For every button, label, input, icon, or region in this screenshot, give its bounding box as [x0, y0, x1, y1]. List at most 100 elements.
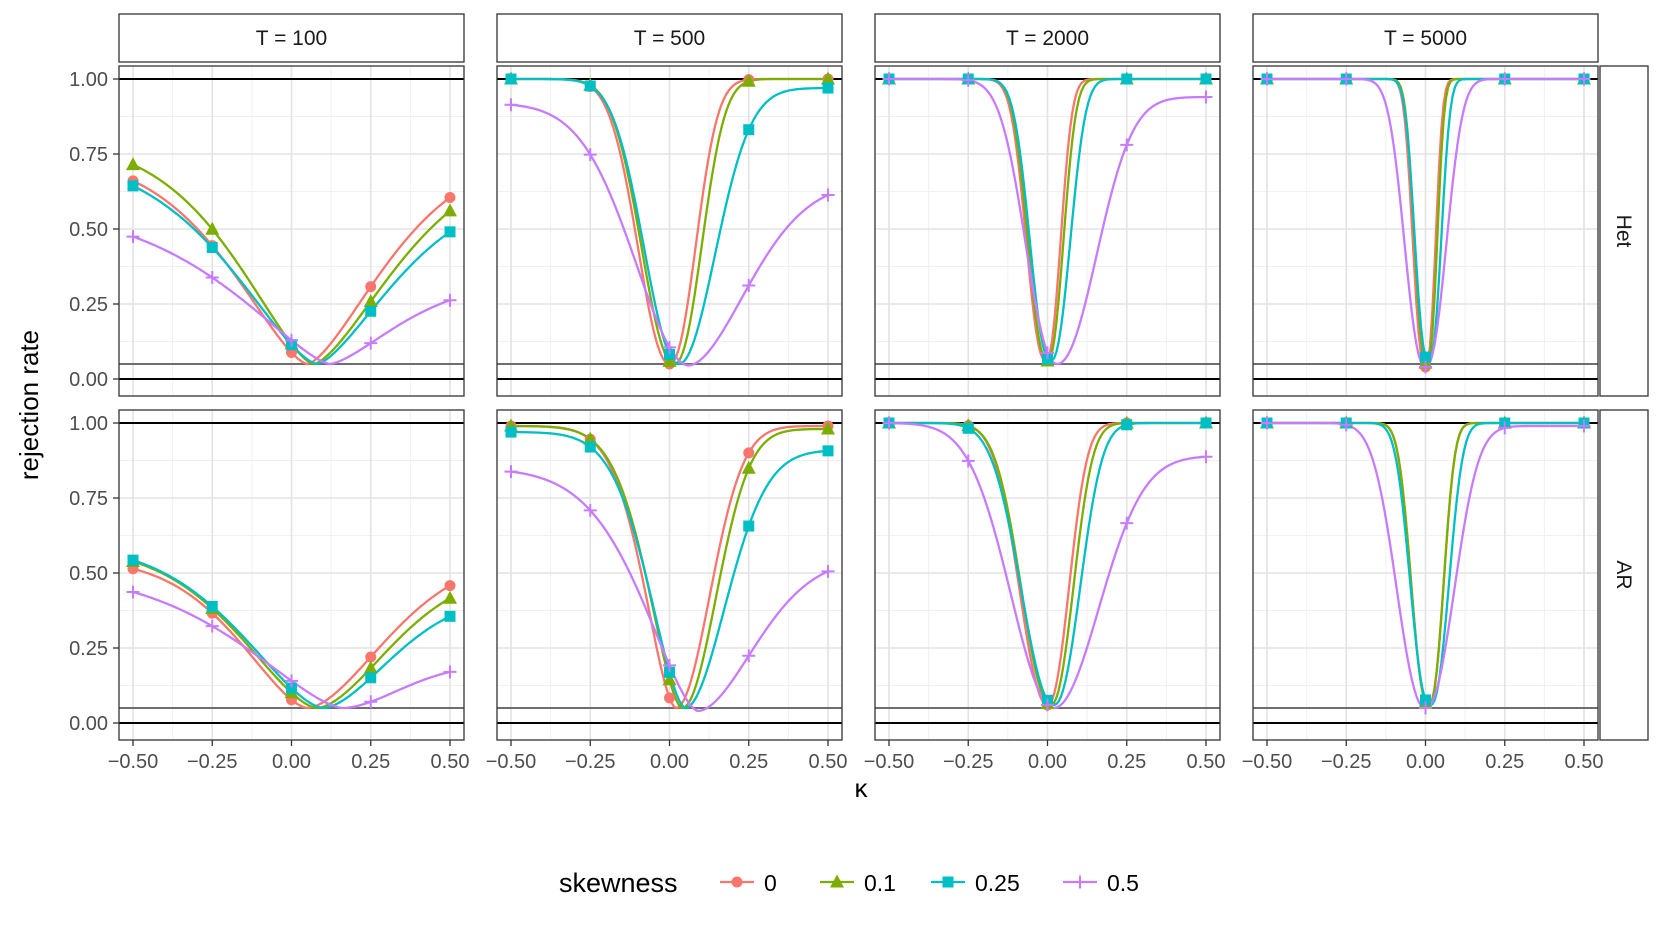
x-tick-label: 0.25 — [351, 751, 390, 773]
data-point — [205, 619, 219, 633]
x-tick-label: 0.50 — [431, 751, 470, 773]
data-point — [1577, 419, 1591, 433]
data-point — [364, 695, 378, 709]
legend-title: skewness — [559, 868, 678, 898]
data-point — [821, 421, 835, 435]
legend-label: 0.1 — [864, 870, 896, 896]
data-point — [444, 580, 456, 592]
x-tick-label: 0.00 — [272, 751, 311, 773]
data-point — [505, 426, 517, 438]
data-point — [1577, 72, 1591, 86]
y-tick-label: 0.50 — [69, 219, 108, 241]
data-point — [961, 73, 975, 87]
data-point — [365, 305, 377, 317]
facet-panel: −0.50 −0.25 0.00 0.25 0.50 — [1242, 409, 1603, 773]
facet-panel: 0.00 0.25 0.50 0.75 1.00 — [69, 65, 465, 397]
x-tick-label: −0.25 — [565, 751, 616, 773]
x-tick-label: −0.25 — [1321, 751, 1372, 773]
data-point — [822, 82, 834, 94]
data-point — [821, 564, 835, 578]
col-strip-box — [496, 13, 843, 63]
data-point — [663, 658, 676, 672]
data-point — [662, 672, 677, 686]
x-tick-label: −0.50 — [864, 751, 915, 773]
data-point — [821, 71, 835, 85]
col-strip-box — [1252, 13, 1599, 63]
data-point — [822, 445, 834, 457]
data-point — [1199, 90, 1213, 104]
data-point — [126, 157, 140, 171]
legend-key-marker — [830, 874, 844, 888]
data-point — [961, 454, 975, 468]
data-point — [583, 503, 597, 517]
facet-panel: 0.00 0.25 0.50 0.75 1.00 −0.50 −0.25 0.00 0.25 0.… — [69, 409, 470, 773]
data-point — [664, 348, 675, 360]
row-strip-box — [1599, 409, 1649, 741]
y-tick-label: 1.00 — [69, 413, 108, 435]
row-strip-label: Het — [1612, 215, 1635, 248]
data-point — [504, 465, 518, 479]
data-point — [743, 520, 755, 532]
y-tick-label: 0.75 — [69, 488, 108, 510]
y-tick-label: 0.25 — [69, 294, 108, 316]
data-point — [1419, 701, 1432, 715]
data-point — [1041, 346, 1054, 360]
panel-border — [1252, 65, 1599, 397]
col-strip: T = 500 — [496, 13, 843, 63]
data-point — [664, 692, 675, 704]
data-point — [365, 672, 377, 684]
data-point — [364, 336, 378, 350]
y-tick-label: 0.00 — [69, 369, 108, 391]
row-strip-label: AR — [1612, 560, 1635, 589]
x-tick-label: 0.00 — [1406, 751, 1445, 773]
col-strip-label: T = 5000 — [1384, 27, 1467, 50]
data-point — [443, 293, 457, 307]
data-point — [205, 221, 220, 235]
col-strip: T = 2000 — [874, 13, 1221, 63]
data-point — [742, 278, 756, 292]
data-point — [742, 649, 756, 663]
data-point — [821, 188, 835, 202]
data-point — [1498, 421, 1512, 435]
data-point — [285, 674, 298, 688]
facet-panel — [874, 65, 1221, 397]
legend-item: 0.5 — [1063, 870, 1139, 896]
panel-border — [496, 65, 843, 397]
data-point — [1121, 419, 1133, 431]
x-tick-label: −0.50 — [1242, 751, 1293, 773]
data-point — [365, 281, 377, 293]
x-tick-label: 0.00 — [650, 751, 689, 773]
data-point — [127, 180, 139, 192]
data-point — [443, 590, 457, 604]
x-tick-label: 0.25 — [729, 751, 768, 773]
data-point — [365, 651, 377, 663]
data-point — [962, 422, 974, 434]
data-point — [443, 665, 457, 679]
data-point — [583, 431, 598, 445]
data-point — [444, 610, 456, 622]
data-point — [206, 241, 218, 253]
data-point — [741, 460, 756, 474]
x-tick-label: 0.50 — [1187, 751, 1226, 773]
x-tick-label: −0.25 — [943, 751, 994, 773]
data-point — [583, 148, 597, 162]
col-strip-label: T = 2000 — [1006, 27, 1089, 50]
data-point — [1339, 418, 1353, 432]
data-point — [126, 230, 140, 244]
data-point — [286, 682, 297, 694]
data-point — [1260, 416, 1274, 430]
data-point — [1420, 351, 1431, 363]
data-point — [1260, 72, 1274, 86]
data-point — [363, 293, 378, 307]
data-point — [1419, 360, 1432, 374]
legend: skewness 0 0.1 0.25 0.5 — [559, 868, 1139, 898]
col-strip: T = 100 — [118, 13, 465, 63]
legend-key-marker — [731, 876, 743, 888]
x-tick-label: −0.25 — [187, 751, 238, 773]
legend-key-marker — [942, 876, 954, 888]
data-point — [444, 226, 456, 238]
legend-item: 0 — [720, 870, 777, 896]
data-point — [743, 447, 755, 459]
y-tick-label: 0.50 — [69, 563, 108, 585]
data-point — [1041, 698, 1054, 712]
